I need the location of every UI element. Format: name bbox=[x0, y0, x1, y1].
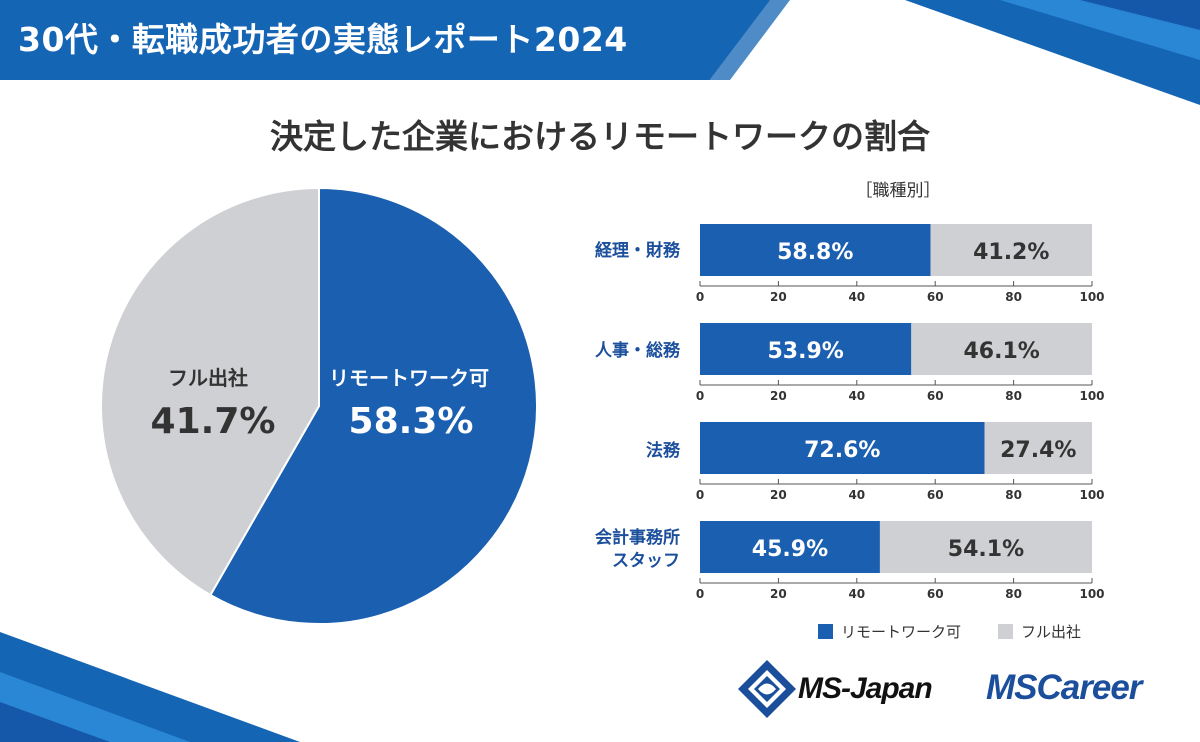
bar-value-label-remote: 45.9% bbox=[752, 537, 828, 562]
x-axis-tick-label: 60 bbox=[927, 290, 944, 304]
legend-swatch-office bbox=[998, 623, 1013, 639]
x-axis-tick-label: 60 bbox=[927, 389, 944, 403]
stacked-bar-chart: 58.8% 41.2% 0 20 40 60 80 100 53.9% 46.1% 0 20 40 60 8… bbox=[696, 224, 1105, 601]
bar-segment-office bbox=[930, 224, 1092, 276]
bar-chart-subtitle: ［職種別］ bbox=[855, 181, 941, 201]
ms-japan-logo-text: MS-Japan bbox=[798, 672, 933, 705]
bar-value-label-remote: 53.9% bbox=[767, 339, 843, 364]
x-axis-tick-label: 40 bbox=[848, 389, 865, 403]
legend-label-remote: リモートワーク可 bbox=[841, 623, 962, 641]
x-axis-tick-label: 0 bbox=[696, 587, 704, 601]
x-axis-tick-label: 100 bbox=[1079, 488, 1104, 502]
bar-segment-office bbox=[911, 323, 1092, 375]
x-axis-tick-label: 80 bbox=[1005, 587, 1022, 601]
chart-title: 決定した企業におけるリモートワークの割合 bbox=[270, 117, 930, 156]
bar-category-line: 法務 bbox=[646, 441, 680, 461]
bar-segment-remote bbox=[700, 521, 880, 573]
legend-item-remote: リモートワーク可 bbox=[818, 622, 961, 642]
bar-value-label-remote: 72.6% bbox=[804, 438, 880, 463]
bar-category-line: スタッフ bbox=[612, 551, 680, 571]
pie-label-remote-value: 58.3% bbox=[349, 401, 474, 442]
bar-category-label: 経理・財務 bbox=[520, 240, 680, 263]
x-axis-tick-label: 60 bbox=[927, 587, 944, 601]
x-axis-tick-label: 20 bbox=[770, 587, 787, 601]
x-axis-tick-label: 80 bbox=[1005, 488, 1022, 502]
x-axis-tick-label: 40 bbox=[848, 290, 865, 304]
bar-category-label: 法務 bbox=[520, 440, 680, 463]
x-axis-tick-label: 80 bbox=[1005, 290, 1022, 304]
bar-value-label-office: 46.1% bbox=[963, 339, 1039, 364]
x-axis-tick-label: 100 bbox=[1079, 587, 1104, 601]
x-axis-tick-label: 80 bbox=[1005, 389, 1022, 403]
bar-category-label: 会計事務所 スタッフ bbox=[520, 527, 680, 573]
pie-label-office-value: 41.7% bbox=[151, 401, 276, 442]
bar-segment-office bbox=[879, 521, 1092, 573]
bar-value-label-office: 54.1% bbox=[948, 537, 1024, 562]
report-title: 30代・転職成功者の実態レポート2024 bbox=[18, 20, 628, 59]
pie-label-remote-name: リモートワーク可 bbox=[329, 366, 489, 390]
header-accent-stripe bbox=[708, 0, 800, 82]
x-axis-tick-label: 20 bbox=[770, 290, 787, 304]
bar-value-label-office: 27.4% bbox=[1000, 438, 1076, 463]
bar-category-label: 人事・総務 bbox=[520, 340, 680, 363]
x-axis-tick-label: 60 bbox=[927, 488, 944, 502]
header-banner bbox=[0, 0, 790, 80]
pie-slice-remote bbox=[209, 186, 538, 625]
pie-slice-office bbox=[100, 186, 320, 597]
bar-category-line: 会計事務所 bbox=[595, 528, 680, 548]
x-axis-tick-label: 0 bbox=[696, 290, 704, 304]
x-axis-tick-label: 0 bbox=[696, 488, 704, 502]
corner-stripe-top-right-3 bbox=[1080, 0, 1200, 30]
x-axis-tick-label: 100 bbox=[1079, 389, 1104, 403]
ms-career-logo-text: MSCareer bbox=[986, 668, 1142, 707]
bar-category-line: 人事・総務 bbox=[595, 341, 680, 361]
ms-japan-logo-icon bbox=[738, 660, 796, 718]
pie-label-office-name: フル出社 bbox=[168, 366, 248, 390]
x-axis-tick-label: 20 bbox=[770, 488, 787, 502]
x-axis-tick-label: 40 bbox=[848, 587, 865, 601]
x-axis-tick-label: 0 bbox=[696, 389, 704, 403]
bar-segment-remote bbox=[700, 422, 985, 474]
x-axis-tick-label: 20 bbox=[770, 389, 787, 403]
legend-item-office: フル出社 bbox=[998, 622, 1081, 642]
bar-segment-remote bbox=[700, 224, 931, 276]
pie-chart: リモートワーク可 58.3% フル出社 41.7% bbox=[100, 186, 538, 625]
bar-value-label-remote: 58.8% bbox=[777, 240, 853, 265]
legend-label-office: フル出社 bbox=[1021, 623, 1082, 641]
bar-segment-remote bbox=[700, 323, 912, 375]
legend-swatch-remote bbox=[818, 623, 833, 639]
bar-category-line: 経理・財務 bbox=[595, 241, 680, 261]
x-axis-tick-label: 100 bbox=[1079, 290, 1104, 304]
bar-segment-office bbox=[984, 422, 1092, 474]
corner-stripe-bottom-left-3 bbox=[0, 702, 110, 742]
bar-value-label-office: 41.2% bbox=[973, 240, 1049, 265]
x-axis-tick-label: 40 bbox=[848, 488, 865, 502]
